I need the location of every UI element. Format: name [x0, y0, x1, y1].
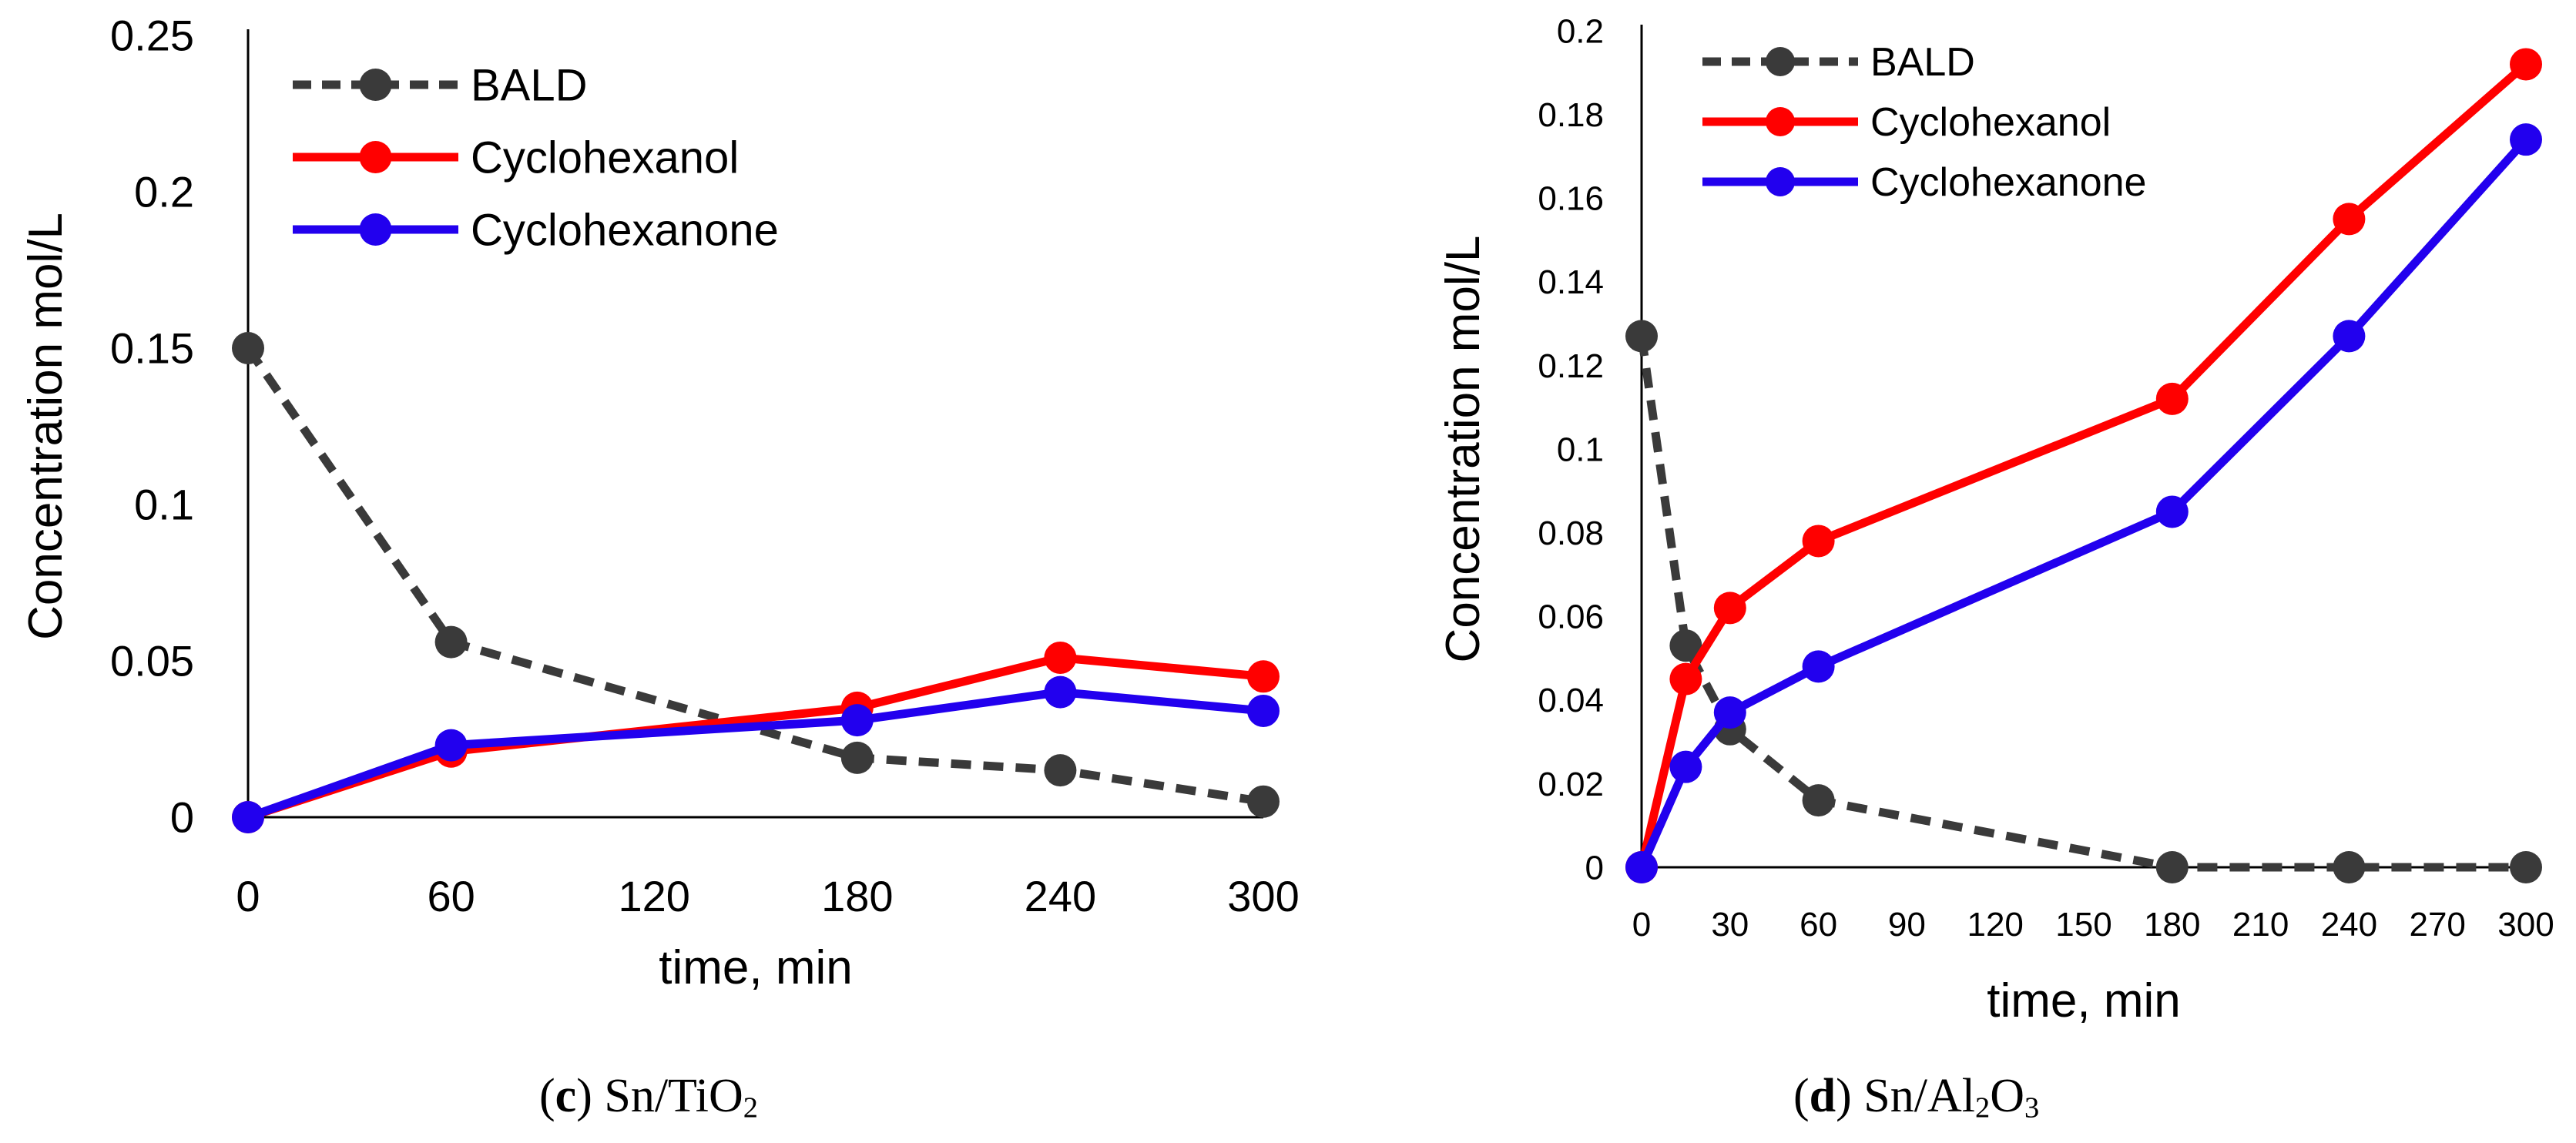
data-point-cyclohexanol	[1247, 660, 1280, 693]
x-tick-label: 240	[2321, 906, 2377, 944]
x-tick-label: 300	[2497, 906, 2554, 944]
x-tick-label: 210	[2232, 906, 2289, 944]
data-point-cyclohexanone	[1625, 851, 1658, 883]
caption-d-text: Sn/Al	[1863, 1070, 1976, 1122]
y-tick-label: 0.18	[1538, 96, 1604, 134]
x-tick-label: 300	[1227, 872, 1299, 920]
data-point-cyclohexanone	[1713, 696, 1746, 729]
x-axis-title: time, min	[1987, 974, 2180, 1027]
legend-label-cyclohexanol: Cyclohexanol	[471, 132, 739, 183]
y-tick-label: 0.12	[1538, 347, 1604, 385]
y-tick-label: 0.08	[1538, 515, 1604, 552]
x-tick-label: 180	[821, 872, 893, 920]
x-tick-label: 270	[2409, 906, 2465, 944]
data-point-cyclohexanol	[2155, 382, 2189, 415]
caption-d-label: d	[1809, 1070, 1836, 1122]
x-tick-label: 180	[2144, 906, 2200, 944]
y-tick-label: 0.1	[1557, 431, 1604, 468]
data-point-cyclohexanone	[232, 801, 264, 833]
y-tick-label: 0.04	[1538, 682, 1604, 719]
legend-label-bald: BALD	[1870, 40, 1975, 85]
y-tick-label: 0.05	[110, 637, 194, 685]
legend-label-cyclohexanol: Cyclohexanol	[1870, 100, 2111, 145]
y-tick-label: 0.16	[1538, 180, 1604, 218]
caption-d-sub: 2	[1975, 1091, 1991, 1125]
data-point-cyclohexanol	[1669, 662, 1702, 696]
x-tick-label: 90	[1888, 906, 1926, 944]
caption-c-sub: 2	[743, 1091, 758, 1125]
legend-label-cyclohexanone: Cyclohexanone	[1870, 160, 2146, 205]
data-point-bald	[434, 625, 468, 659]
data-point-bald	[840, 741, 874, 774]
x-tick-label: 120	[618, 872, 689, 920]
data-point-cyclohexanol	[1044, 641, 1077, 674]
data-point-cyclohexanone	[1044, 675, 1077, 709]
y-axis-title: Concentration mol/L	[1437, 236, 1490, 663]
caption-d: (d) Sn/Al2O3	[1793, 1070, 2040, 1125]
data-point-bald	[1044, 754, 1077, 787]
legend-marker-cyclohexanol	[359, 141, 392, 173]
caption-c: (c) Sn/TiO2	[539, 1070, 758, 1125]
x-tick-label: 120	[1967, 906, 2023, 944]
legend-marker-cyclohexanone	[1766, 167, 1795, 196]
series-line-bald	[1637, 335, 2526, 872]
data-point-cyclohexanone	[1247, 694, 1280, 727]
caption-d-text2: O	[1990, 1070, 2025, 1122]
y-tick-label: 0.14	[1538, 263, 1604, 301]
caption-c-text: Sn/TiO	[604, 1070, 743, 1122]
y-tick-label: 0	[170, 793, 194, 842]
data-point-cyclohexanone	[1669, 750, 1702, 783]
data-point-cyclohexanol	[2333, 203, 2366, 236]
data-point-cyclohexanone	[1802, 650, 1835, 683]
caption-d-sub2: 3	[2024, 1091, 2040, 1125]
data-point-bald	[232, 332, 264, 364]
data-point-cyclohexanone	[2333, 320, 2366, 353]
y-tick-label: 0.02	[1538, 766, 1604, 803]
y-tick-label: 0.2	[134, 168, 194, 216]
data-point-cyclohexanone	[2510, 123, 2542, 156]
x-tick-label: 60	[427, 872, 475, 920]
data-point-bald	[2333, 851, 2366, 883]
y-tick-label: 0.15	[110, 324, 194, 373]
series-line-cyclohexanone	[1637, 136, 2530, 870]
y-tick-label: 0.06	[1538, 598, 1604, 636]
data-point-cyclohexanol	[1713, 592, 1746, 625]
x-tick-label: 240	[1025, 872, 1096, 920]
x-tick-label: 0	[236, 872, 260, 920]
data-point-bald	[1802, 784, 1835, 817]
data-point-bald	[1669, 629, 1702, 662]
y-tick-label: 0	[1585, 849, 1604, 887]
series-line-bald	[244, 345, 1264, 806]
data-point-bald	[1625, 320, 1658, 353]
data-point-bald	[2510, 851, 2542, 883]
x-axis-title: time, min	[659, 941, 852, 994]
data-point-bald	[1247, 785, 1280, 818]
x-tick-label: 0	[1632, 906, 1651, 944]
x-tick-label: 30	[1711, 906, 1749, 944]
y-axis-title: Concentration mol/L	[19, 213, 72, 640]
data-point-bald	[2155, 851, 2189, 883]
y-tick-label: 0.2	[1557, 12, 1604, 50]
chart-panel-c: 0 0.05 0.1 0.15 0.2 0.25 0 60 120 180 240 300 time, …	[19, 12, 1300, 994]
legend-label-bald: BALD	[471, 60, 588, 110]
legend-marker-bald	[359, 69, 392, 101]
legend-marker-cyclohexanol	[1766, 107, 1795, 136]
data-point-cyclohexanol	[1802, 525, 1835, 558]
data-point-cyclohexanone	[840, 704, 874, 737]
legend-marker-bald	[1766, 47, 1795, 76]
series-line-cyclohexanol	[247, 653, 1264, 822]
data-point-cyclohexanone	[2155, 495, 2189, 528]
data-point-cyclohexanone	[434, 729, 468, 762]
x-tick-label: 60	[1800, 906, 1837, 944]
chart-panel-d: 0 0.02 0.04 0.06 0.08 0.1 0.12 0.14 0.16 0.18 0.2 0…	[1437, 12, 2554, 1027]
y-tick-label: 0.25	[110, 12, 194, 60]
x-tick-label: 150	[2055, 906, 2111, 944]
legend-marker-cyclohexanone	[359, 213, 392, 246]
legend-label-cyclohexanone: Cyclohexanone	[471, 205, 779, 255]
data-point-cyclohexanol	[2510, 48, 2542, 81]
caption-c-label: c	[555, 1070, 577, 1122]
series-line-cyclohexanone	[247, 688, 1264, 822]
y-tick-label: 0.1	[134, 481, 194, 529]
